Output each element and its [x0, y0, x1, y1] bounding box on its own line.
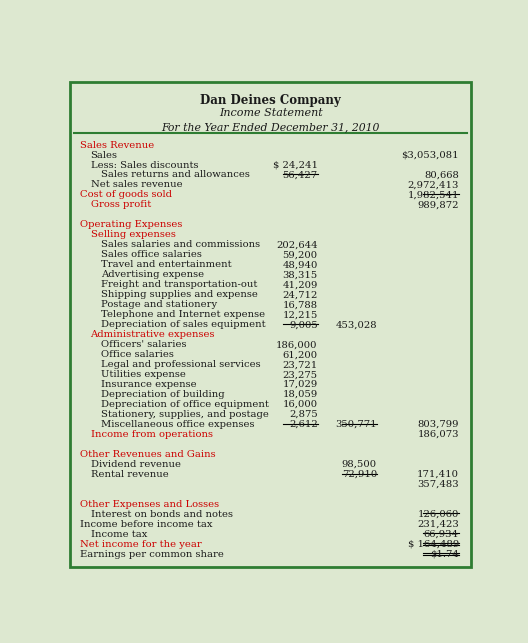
Text: 56,427: 56,427: [282, 170, 318, 179]
Text: 72,910: 72,910: [342, 470, 377, 479]
Text: Sales office salaries: Sales office salaries: [101, 250, 202, 259]
Text: 2,612: 2,612: [289, 420, 318, 429]
Text: Travel and entertainment: Travel and entertainment: [101, 260, 231, 269]
Text: Cost of goods sold: Cost of goods sold: [80, 190, 172, 199]
Text: $ 164,489: $ 164,489: [408, 540, 459, 549]
Text: Selling expenses: Selling expenses: [91, 230, 175, 239]
Text: 98,500: 98,500: [342, 460, 377, 469]
Text: Net income for the year: Net income for the year: [80, 540, 202, 549]
Text: Insurance expense: Insurance expense: [101, 380, 196, 389]
Text: Other Revenues and Gains: Other Revenues and Gains: [80, 450, 216, 459]
Text: Sales salaries and commissions: Sales salaries and commissions: [101, 240, 260, 249]
Text: 18,059: 18,059: [282, 390, 318, 399]
Text: 12,215: 12,215: [282, 311, 318, 320]
Text: Depreciation of sales equipment: Depreciation of sales equipment: [101, 320, 266, 329]
Text: 23,275: 23,275: [282, 370, 318, 379]
Text: Other Expenses and Losses: Other Expenses and Losses: [80, 500, 220, 509]
Text: 48,940: 48,940: [282, 260, 318, 269]
Text: 16,000: 16,000: [282, 400, 318, 409]
Text: 803,799: 803,799: [417, 420, 459, 429]
Text: 186,000: 186,000: [276, 340, 318, 349]
Text: Sales: Sales: [91, 150, 118, 159]
Text: 126,060: 126,060: [418, 510, 459, 519]
Text: Income from operations: Income from operations: [91, 430, 213, 439]
Text: 453,028: 453,028: [335, 320, 377, 329]
Text: Postage and stationery: Postage and stationery: [101, 300, 217, 309]
Text: Income before income tax: Income before income tax: [80, 520, 213, 529]
Text: Telephone and Internet expense: Telephone and Internet expense: [101, 311, 265, 320]
Text: Office salaries: Office salaries: [101, 350, 174, 359]
Text: Shipping supplies and expense: Shipping supplies and expense: [101, 290, 258, 299]
Text: $ 24,241: $ 24,241: [272, 161, 318, 170]
Text: Interest on bonds and notes: Interest on bonds and notes: [91, 510, 232, 519]
Text: 9,005: 9,005: [289, 320, 318, 329]
Text: Depreciation of office equipment: Depreciation of office equipment: [101, 400, 269, 409]
Text: Income Statement: Income Statement: [219, 109, 323, 118]
Text: Freight and transportation-out: Freight and transportation-out: [101, 280, 257, 289]
Text: 41,209: 41,209: [282, 280, 318, 289]
Text: 171,410: 171,410: [417, 470, 459, 479]
Text: $3,053,081: $3,053,081: [401, 150, 459, 159]
Text: 59,200: 59,200: [282, 250, 318, 259]
Text: 202,644: 202,644: [276, 240, 318, 249]
Text: Miscellaneous office expenses: Miscellaneous office expenses: [101, 420, 254, 429]
Text: Operating Expenses: Operating Expenses: [80, 221, 183, 230]
Text: 16,788: 16,788: [282, 300, 318, 309]
Text: 2,972,413: 2,972,413: [408, 181, 459, 190]
Text: Income tax: Income tax: [91, 530, 147, 539]
Text: 23,721: 23,721: [282, 360, 318, 369]
Text: 231,423: 231,423: [417, 520, 459, 529]
Text: Stationery, supplies, and postage: Stationery, supplies, and postage: [101, 410, 269, 419]
Text: 38,315: 38,315: [282, 270, 318, 279]
Text: Less: Sales discounts: Less: Sales discounts: [91, 161, 198, 170]
Text: 80,668: 80,668: [424, 170, 459, 179]
Text: Utilities expense: Utilities expense: [101, 370, 186, 379]
Text: 350,771: 350,771: [335, 420, 377, 429]
Text: For the Year Ended December 31, 2010: For the Year Ended December 31, 2010: [162, 122, 380, 132]
Text: Officers' salaries: Officers' salaries: [101, 340, 186, 349]
Text: Sales returns and allowances: Sales returns and allowances: [101, 170, 250, 179]
Text: Rental revenue: Rental revenue: [91, 470, 168, 479]
Text: Net sales revenue: Net sales revenue: [91, 181, 182, 190]
Text: 24,712: 24,712: [282, 290, 318, 299]
Text: Administrative expenses: Administrative expenses: [91, 331, 215, 340]
Text: Depreciation of building: Depreciation of building: [101, 390, 224, 399]
Text: Gross profit: Gross profit: [91, 201, 151, 210]
Text: 1,982,541: 1,982,541: [407, 190, 459, 199]
Text: Advertising expense: Advertising expense: [101, 270, 204, 279]
Text: 17,029: 17,029: [282, 380, 318, 389]
Text: Legal and professional services: Legal and professional services: [101, 360, 260, 369]
Text: Earnings per common share: Earnings per common share: [80, 550, 224, 559]
Text: Sales Revenue: Sales Revenue: [80, 141, 155, 150]
FancyBboxPatch shape: [70, 82, 471, 567]
Text: 357,483: 357,483: [417, 480, 459, 489]
Text: 186,073: 186,073: [417, 430, 459, 439]
Text: 989,872: 989,872: [417, 201, 459, 210]
Text: Dan Deines Company: Dan Deines Company: [200, 95, 341, 107]
Text: $1.74: $1.74: [430, 550, 459, 559]
Text: 66,934: 66,934: [424, 530, 459, 539]
Text: 2,875: 2,875: [289, 410, 318, 419]
Text: 61,200: 61,200: [282, 350, 318, 359]
Text: Dividend revenue: Dividend revenue: [91, 460, 181, 469]
